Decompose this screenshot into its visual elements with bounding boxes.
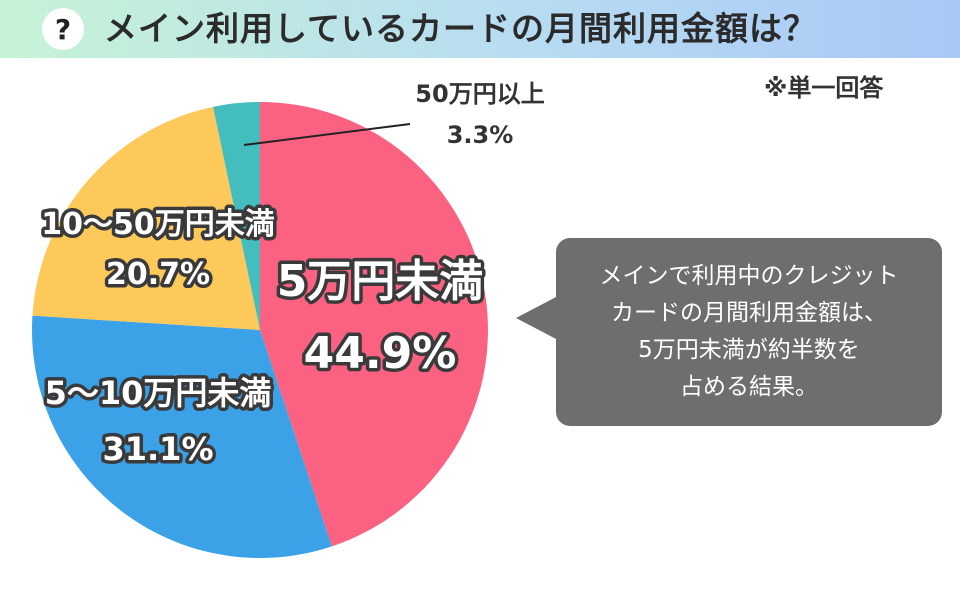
label-50man-ijou-category: 50万円以上 bbox=[415, 80, 544, 108]
label-5-10man-value: 31.1% bbox=[102, 430, 213, 468]
callout-line: 占める結果。 bbox=[680, 374, 818, 400]
single-answer-note: ※単一回答 bbox=[764, 74, 884, 102]
callout-pointer bbox=[516, 296, 558, 340]
label-under-5man-category: 5万円未満 bbox=[277, 256, 484, 307]
label-10-50man-value: 20.7% bbox=[106, 257, 210, 292]
slice-5-10man bbox=[32, 315, 332, 558]
question-icon: ? bbox=[42, 8, 84, 50]
callout-line: カードの月間利用金額は、 bbox=[611, 300, 887, 326]
leader-line-50man-ijou bbox=[243, 123, 411, 146]
label-5-10man-category: 5〜10万円未満 bbox=[45, 374, 272, 412]
header-bar: ? メイン利用しているカードの月間利用金額は？ bbox=[0, 0, 960, 58]
slice-50man-ijou bbox=[213, 102, 260, 330]
label-50man-ijou-value: 3.3% bbox=[447, 121, 514, 149]
label-10-50man-category: 10〜50万円未満 bbox=[41, 207, 275, 242]
callout-line: メインで利用中のクレジット bbox=[599, 263, 899, 289]
slice-10-50man bbox=[32, 106, 261, 330]
slice-under-5man bbox=[260, 102, 488, 547]
callout-line: 5万円未満が約半数を bbox=[638, 337, 860, 363]
summary-callout: メインで利用中のクレジット カードの月間利用金額は、 5万円未満が約半数を 占め… bbox=[556, 238, 942, 426]
label-under-5man-value: 44.9% bbox=[304, 328, 457, 379]
page-title: メイン利用しているカードの月間利用金額は？ bbox=[104, 9, 818, 48]
